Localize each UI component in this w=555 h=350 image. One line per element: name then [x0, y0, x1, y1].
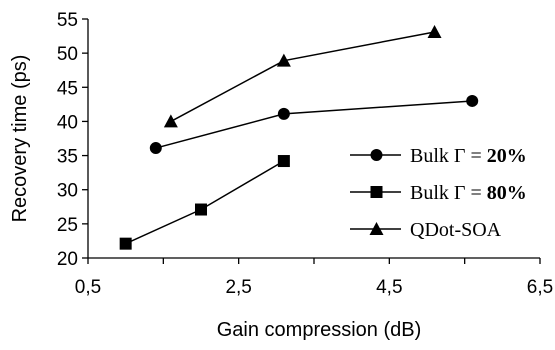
plot-area — [119, 24, 479, 250]
y-tick-labels: 20 25 30 35 40 45 50 55 — [57, 10, 78, 270]
y-tick-label: 20 — [57, 249, 78, 270]
series-triangle — [163, 24, 442, 128]
legend-label: QDot-SOA — [410, 219, 502, 241]
legend-marker-square — [370, 186, 383, 198]
data-point-circle — [277, 107, 290, 120]
x-tick-label: 6,5 — [527, 277, 553, 298]
legend-marker-circle — [370, 149, 383, 161]
series-circle — [149, 94, 479, 155]
legend: Bulk Γ = 20% Bulk Γ = 80% QDot-SOA — [350, 145, 527, 241]
legend-item: Bulk Γ = 80% — [350, 182, 527, 204]
x-tick-label: 4,5 — [376, 277, 402, 298]
y-tick-label: 35 — [57, 147, 78, 168]
y-tick-label: 40 — [57, 112, 78, 133]
y-axis-title: Recovery time (ps) — [9, 55, 31, 223]
y-tick-label: 50 — [57, 44, 78, 65]
series-line — [125, 160, 285, 245]
legend-label: Bulk Γ = 20% — [410, 145, 527, 167]
data-point-triangle — [163, 114, 178, 128]
series-line — [170, 31, 435, 123]
data-point-triangle — [276, 53, 291, 67]
series-square — [119, 155, 290, 250]
data-point-circle — [149, 142, 162, 155]
y-tick-label: 25 — [57, 215, 78, 236]
data-point-square — [119, 237, 132, 250]
series-line — [155, 100, 473, 149]
data-point-triangle — [427, 24, 442, 38]
legend-marker-triangle — [369, 222, 384, 235]
data-point-square — [195, 203, 207, 216]
legend-label: Bulk Γ = 80% — [410, 182, 527, 204]
data-point-circle — [466, 94, 479, 107]
y-tick-label: 30 — [57, 181, 78, 202]
x-tick-label: 0,5 — [75, 277, 101, 298]
x-tick-labels: 0,5 2,5 4,5 6,5 — [75, 277, 553, 298]
legend-item: Bulk Γ = 20% — [350, 145, 527, 167]
x-tick-label: 2,5 — [225, 277, 251, 298]
axes — [82, 18, 541, 264]
y-tick-label: 45 — [57, 78, 78, 99]
legend-item: QDot-SOA — [350, 219, 502, 241]
data-point-square — [277, 155, 290, 168]
y-tick-label: 55 — [57, 10, 78, 31]
x-axis-title: Gain compression (dB) — [217, 319, 422, 341]
